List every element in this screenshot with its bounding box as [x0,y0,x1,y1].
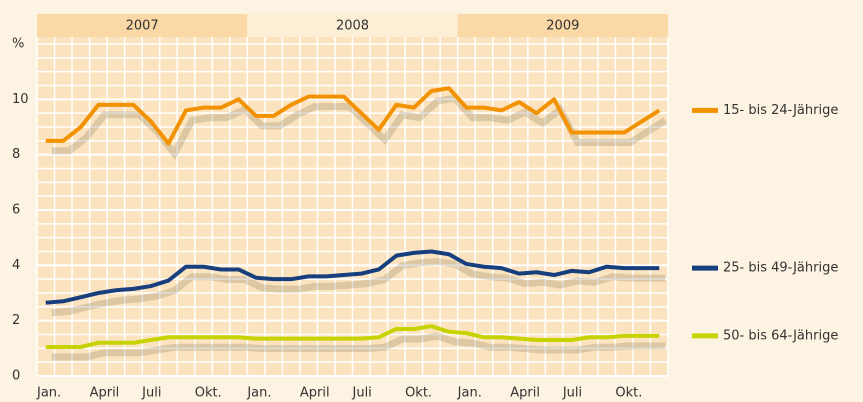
year-label: 2008 [336,19,369,34]
y-tick-label: 0 [12,369,20,384]
x-tick-label: Okt. [195,386,222,401]
x-tick-label: Juli [562,386,582,401]
legend-label: 15- bis 24-Jährige [723,103,838,118]
x-tick-label: Juli [141,386,161,401]
line-shadow [51,257,666,317]
x-tick-label: Okt. [615,386,642,401]
x-tick-label: April [300,386,330,401]
year-label: 2009 [546,19,579,34]
y-axis-label: % [12,37,24,52]
series-line [45,249,660,305]
x-tick-label: Jan. [246,386,271,401]
x-tick-label: Juli [352,386,372,401]
legend-label: 25- bis 49-Jährige [723,261,838,276]
y-tick-label: 4 [12,258,20,273]
legend-label: 50- bis 64-Jährige [723,328,838,343]
x-tick-label: Okt. [405,386,432,401]
year-band [37,14,248,37]
series-line [45,324,660,349]
x-tick-label: April [510,386,540,401]
x-tick-label: April [90,386,120,401]
line-shadow [51,332,666,361]
year-band [247,14,458,37]
y-tick-label: 6 [12,203,20,218]
y-tick-label: 10 [12,92,29,107]
x-tick-label: Jan. [36,386,61,401]
series-line [45,86,661,146]
y-tick-label: 8 [12,147,20,162]
x-tick-label: Jan. [457,386,482,401]
year-label: 2007 [126,19,159,34]
year-band [457,14,668,37]
y-tick-label: 2 [12,313,20,328]
